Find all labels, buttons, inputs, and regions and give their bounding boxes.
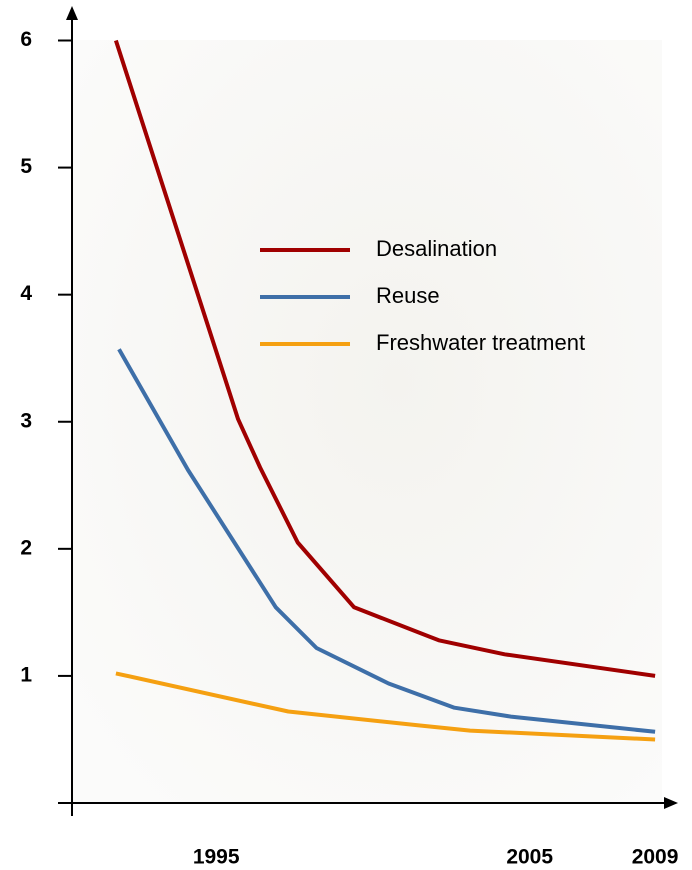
y-tick-label: 2 (20, 536, 32, 559)
legend-label: Reuse (376, 283, 440, 308)
line-series (117, 348, 656, 734)
line-series (113, 39, 656, 678)
y-tick-label: 6 (20, 28, 32, 51)
y-tick-label: 3 (20, 409, 32, 432)
x-tick-label: 2009 (632, 846, 679, 869)
y-tick-label: 1 (20, 663, 32, 686)
y-tick-label: 4 (20, 282, 32, 305)
legend-label: Freshwater treatment (376, 330, 585, 355)
y-tick-label: 5 (20, 155, 32, 178)
y-axis-arrow (66, 6, 78, 20)
x-axis-arrow (664, 797, 678, 809)
line-series (115, 671, 656, 742)
legend-label: Desalination (376, 236, 497, 261)
x-tick-label: 2005 (506, 846, 553, 869)
x-tick-label: 1995 (193, 846, 240, 869)
